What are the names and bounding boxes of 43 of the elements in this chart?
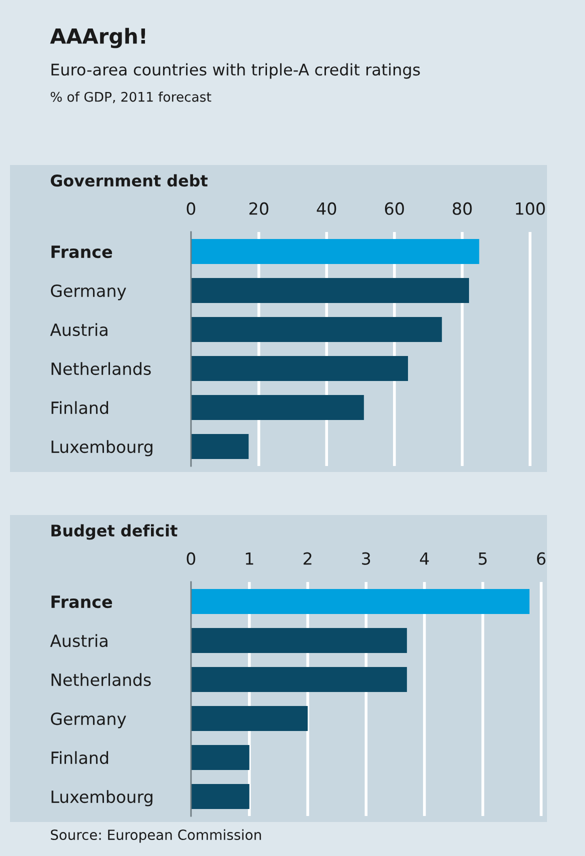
bar: [191, 667, 407, 692]
bar: [191, 745, 250, 770]
x-tick-label: 1: [246, 552, 254, 565]
x-tick-label: 0: [186, 202, 196, 215]
x-tick-label: 5: [478, 552, 487, 565]
x-tick-label: 60: [384, 202, 404, 215]
x-tick-label: 20: [249, 202, 268, 215]
bar: [191, 589, 530, 614]
bar: [191, 356, 408, 381]
x-tick-label: 100: [516, 202, 545, 215]
bar: [191, 278, 470, 303]
y-tick-label: Netherlands: [52, 673, 151, 686]
x-tick-label: 0: [186, 552, 196, 565]
chart-title: Government debt: [50, 174, 208, 187]
bar: [191, 706, 308, 731]
y-tick-label: Luxembourg: [52, 790, 152, 806]
y-tick-label: Austria: [50, 323, 108, 336]
source-note: Source: European Commission: [50, 829, 261, 843]
text: Euro-area countries with triple-A credit ratings: [52, 63, 420, 79]
x-tick-label: 2: [304, 552, 312, 565]
text: % of GDP, 2011 forecast: [50, 92, 212, 104]
y-tick-label: Austria: [50, 634, 108, 648]
y-tick-label: France: [52, 596, 112, 608]
y-tick-label: Finland: [52, 401, 108, 414]
bar: [191, 317, 442, 342]
text: AAArgh!: [50, 28, 145, 48]
y-tick-label: Germany: [50, 712, 126, 728]
y-tick-label: Luxembourg: [52, 440, 152, 456]
x-tick-label: 80: [452, 202, 472, 215]
bar: [191, 434, 249, 459]
y-tick-label: Germany: [50, 284, 126, 300]
y-tick-label: France: [52, 246, 112, 258]
x-tick-label: 4: [420, 552, 429, 565]
bar: [191, 784, 250, 809]
x-tick-label: 6: [537, 552, 546, 565]
bar: [191, 395, 364, 420]
chart-title: Budget deficit: [51, 524, 178, 540]
y-tick-label: Netherlands: [52, 362, 151, 376]
bar: [191, 628, 407, 653]
bar: [191, 239, 480, 264]
x-tick-label: 3: [362, 552, 370, 565]
x-tick-label: 40: [316, 202, 336, 215]
y-tick-label: Finland: [52, 751, 108, 764]
